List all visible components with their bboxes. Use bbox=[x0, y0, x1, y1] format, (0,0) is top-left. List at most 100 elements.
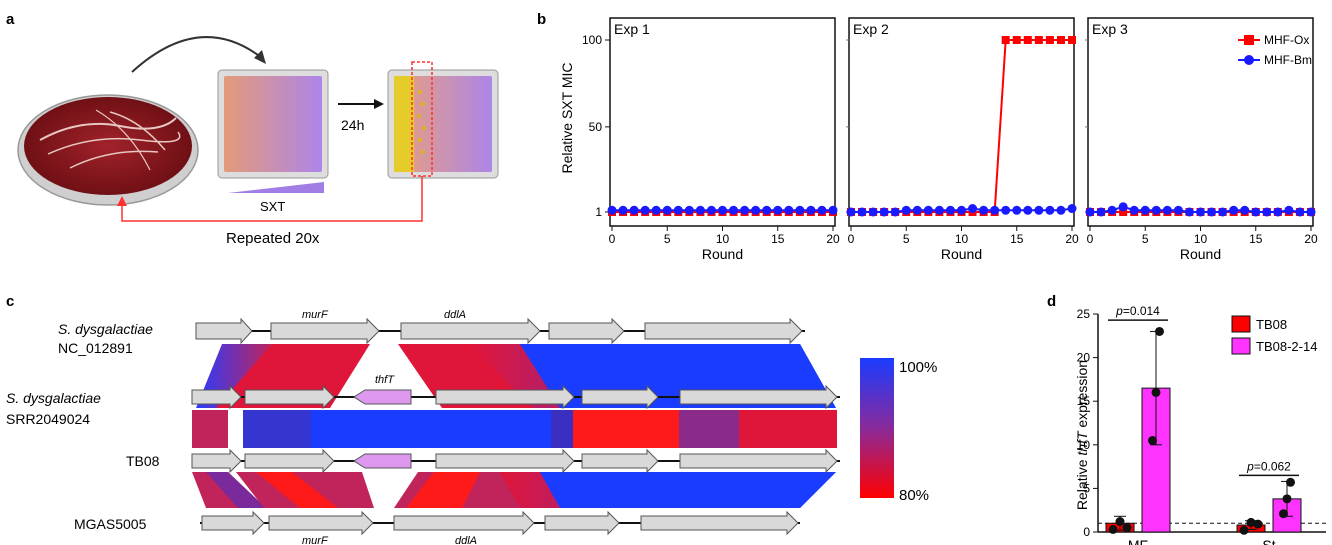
data-point-bm bbox=[934, 205, 944, 215]
data-point-bm bbox=[1240, 205, 1250, 215]
series-line-mhf-ox bbox=[851, 39, 1072, 213]
sxt-label: SXT bbox=[260, 199, 285, 214]
data-point-bm bbox=[1262, 207, 1272, 217]
panel-d: d Relative thfT expression 0 5 10 15 20 25 p=0… bbox=[1047, 293, 1326, 545]
data-point-bm bbox=[912, 205, 922, 215]
x-tick-label: 10 bbox=[1194, 232, 1208, 246]
data-point-bm bbox=[979, 205, 989, 215]
data-point-bm bbox=[1162, 205, 1172, 215]
panel-b-label: b bbox=[537, 11, 546, 28]
data-point-bm bbox=[1284, 205, 1294, 215]
d-y-tick-label: 5 bbox=[1083, 481, 1090, 495]
data-point-bm bbox=[1273, 207, 1283, 217]
data-point-bm bbox=[751, 205, 761, 215]
data-point-bm bbox=[1085, 207, 1095, 217]
x-tick-label: 5 bbox=[903, 232, 910, 246]
data-point-ox bbox=[1012, 36, 1021, 44]
panel-a: a SXT 24h bbox=[6, 11, 499, 247]
data-point-bm bbox=[762, 205, 772, 215]
replicate-point bbox=[1115, 517, 1125, 527]
category-label: St bbox=[1262, 537, 1275, 545]
data-point-bm bbox=[618, 205, 628, 215]
data-point-bm bbox=[990, 205, 1000, 215]
replicate-point bbox=[1239, 525, 1249, 535]
data-point-bm bbox=[1012, 205, 1022, 215]
data-point-ox bbox=[1023, 36, 1032, 44]
data-point-bm bbox=[1129, 205, 1139, 215]
data-point-bm bbox=[1306, 207, 1316, 217]
replicate-point bbox=[1155, 326, 1164, 336]
data-point-bm bbox=[1056, 205, 1066, 215]
sxt-gradient-wedge bbox=[228, 182, 324, 193]
transfer-arrow bbox=[131, 36, 263, 73]
data-point-bm bbox=[1023, 205, 1033, 215]
x-tick-label: 20 bbox=[826, 232, 840, 246]
y-tick-label: 100 bbox=[582, 33, 602, 47]
data-point-bm bbox=[740, 205, 750, 215]
d-y-tick-label: 15 bbox=[1077, 394, 1091, 408]
selection-box bbox=[411, 61, 433, 177]
data-point-bm bbox=[1067, 204, 1077, 214]
data-point-bm bbox=[1118, 202, 1128, 212]
x-tick-label: 20 bbox=[1065, 232, 1079, 246]
d-y-tick-label: 10 bbox=[1077, 438, 1091, 452]
d-y-tick-label: 0 bbox=[1083, 525, 1090, 539]
legend-label-tb08: TB08 bbox=[1256, 317, 1287, 332]
x-tick-label: 10 bbox=[716, 232, 730, 246]
data-point-bm bbox=[945, 205, 955, 215]
data-point-bm bbox=[1207, 207, 1217, 217]
x-tick-label: 15 bbox=[771, 232, 785, 246]
replicate-point bbox=[1122, 523, 1132, 533]
panel-c-label: c bbox=[6, 293, 14, 310]
data-point-bm bbox=[879, 207, 889, 217]
legend-marker-ox bbox=[1244, 35, 1254, 45]
data-point-bm bbox=[1173, 205, 1183, 215]
data-point-ox bbox=[1056, 36, 1065, 44]
data-point-bm bbox=[1096, 207, 1106, 217]
data-point-bm bbox=[784, 205, 794, 215]
d-y-tick-label: 20 bbox=[1077, 351, 1091, 365]
x-axis-label: Round bbox=[702, 246, 743, 262]
replicate-point bbox=[1286, 477, 1295, 487]
panel-b: b Relative SXT MIC Exp 10 5 10 15 20Round150… bbox=[537, 11, 1318, 262]
data-point-bm bbox=[706, 205, 716, 215]
subplot-title-2: Exp 2 bbox=[853, 21, 889, 37]
scale-low-label: 80% bbox=[899, 487, 929, 504]
repeat-arrow bbox=[121, 176, 423, 222]
data-point-bm bbox=[684, 205, 694, 215]
replicate-point bbox=[1148, 435, 1157, 445]
data-point-bm bbox=[806, 205, 816, 215]
data-point-bm bbox=[1295, 207, 1305, 217]
data-point-bm bbox=[1001, 205, 1011, 215]
data-point-bm bbox=[901, 205, 911, 215]
data-point-bm bbox=[1151, 205, 1161, 215]
x-tick-label: 0 bbox=[609, 232, 616, 246]
data-point-bm bbox=[1107, 205, 1117, 215]
data-point-bm bbox=[629, 205, 639, 215]
colonies bbox=[417, 90, 426, 154]
incubation-arrow bbox=[374, 99, 384, 109]
pvalue-label: p=0.014 bbox=[1115, 304, 1160, 318]
x-tick-label: 5 bbox=[1142, 232, 1149, 246]
data-point-bm bbox=[817, 205, 827, 215]
data-point-bm bbox=[828, 205, 838, 215]
track-4 bbox=[200, 510, 800, 536]
x-axis-label: Round bbox=[1180, 246, 1221, 262]
subplot-frame-2 bbox=[848, 17, 1075, 227]
data-point-bm bbox=[846, 207, 856, 217]
synteny-band-2 bbox=[192, 410, 837, 448]
panel-d-label: d bbox=[1047, 293, 1056, 310]
data-point-bm bbox=[640, 205, 650, 215]
data-point-bm bbox=[607, 205, 617, 215]
gene-thfT: thfT bbox=[375, 374, 395, 386]
time-label: 24h bbox=[341, 117, 364, 133]
replicate-point bbox=[1279, 509, 1288, 519]
x-tick-label: 10 bbox=[955, 232, 969, 246]
track2-strain: SRR2049024 bbox=[6, 411, 90, 427]
replicate-point bbox=[1253, 519, 1263, 529]
x-tick-label: 15 bbox=[1010, 232, 1024, 246]
gene-ddlA-top: ddlA bbox=[444, 309, 466, 321]
legend-label-bm: MHF-Bm bbox=[1264, 53, 1312, 67]
pvalue-label: p=0.062 bbox=[1246, 459, 1291, 473]
